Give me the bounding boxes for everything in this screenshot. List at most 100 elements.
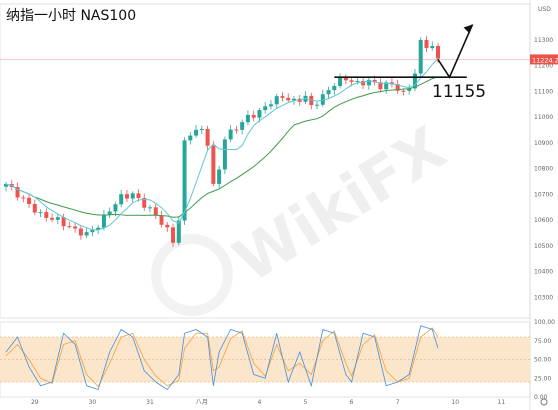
candle-body (153, 207, 158, 216)
candle-body (165, 224, 170, 228)
candle-body (119, 194, 124, 205)
price-axis-tick: 10500 (534, 243, 553, 250)
price-axis-tick: 11100 (534, 88, 553, 95)
candle-body (171, 227, 176, 243)
candle-body (61, 217, 66, 227)
projection-arrow-head (463, 24, 473, 34)
candle-body (395, 84, 400, 91)
x-axis-tick: 31 (146, 399, 154, 406)
stochastic-k-line (5, 325, 439, 391)
candle-body (55, 217, 60, 220)
oscillator-axis-tick: 75.00 (534, 338, 551, 345)
candle-body (361, 80, 366, 86)
candle-body (21, 197, 26, 199)
candle-body (205, 128, 210, 146)
x-axis-tick: 6 (350, 399, 354, 406)
candle-body (50, 217, 55, 220)
price-axis-tick: 10900 (534, 140, 553, 147)
candle-body (349, 80, 354, 82)
oscillator-axis-tick: 100.00 (534, 319, 555, 326)
projection-arrow-line (437, 24, 474, 79)
candle-body (217, 169, 222, 184)
candle-body (44, 212, 49, 218)
candle-body (412, 73, 417, 89)
candle-body (234, 129, 239, 131)
candle-body (268, 104, 273, 107)
candle-body (286, 97, 291, 101)
candle-body (280, 96, 285, 98)
price-axis-tick: 10400 (534, 269, 553, 276)
x-axis-tick: 29 (31, 399, 39, 406)
candle-body (199, 128, 204, 130)
candle-body (90, 229, 95, 233)
candle-body (136, 193, 141, 199)
candle-body (240, 122, 245, 130)
candle-body (430, 45, 435, 49)
candle-body (182, 140, 187, 221)
candle-body (78, 228, 83, 236)
candle-body (263, 106, 268, 111)
candle-body (436, 45, 440, 59)
candle-body (292, 98, 296, 101)
price-axis-tick: 10800 (534, 166, 553, 173)
candle-body (315, 104, 320, 106)
candle-body (257, 110, 262, 118)
x-axis-tick: 11 (498, 399, 506, 406)
price-pane-frame (0, 3, 531, 319)
candle-body (332, 85, 337, 91)
price-axis-tick: 10700 (534, 191, 553, 198)
x-axis-tick: 4 (258, 399, 262, 406)
fast-moving-average-line (5, 58, 439, 231)
x-axis-tick: 5 (304, 399, 308, 406)
candle-body (107, 211, 112, 215)
price-axis-tick: 11000 (534, 114, 553, 121)
candle-body (251, 114, 256, 118)
candle-body (338, 78, 343, 86)
price-axis-tick: 11300 (534, 37, 553, 44)
x-axis-tick: 八月 (196, 399, 208, 406)
candle-body (27, 197, 32, 205)
candle-body (4, 184, 8, 187)
candle-body (372, 79, 377, 83)
candle-body (176, 220, 181, 243)
price-axis-tick: 10300 (534, 294, 553, 301)
candle-body (101, 214, 106, 228)
candle-body (418, 40, 423, 74)
candle-body (32, 204, 37, 213)
slow-moving-average-line (5, 76, 439, 218)
chart-title: 纳指一小时 NAS100 (6, 8, 137, 24)
candle-body (148, 207, 152, 209)
key-level-label: 11155 (432, 82, 486, 102)
candle-body (124, 194, 129, 199)
candle-body (228, 129, 233, 140)
candle-body (159, 215, 164, 225)
candle-body (355, 80, 360, 82)
candle-body (130, 193, 135, 199)
oscillator-axis-tick: 0.00 (534, 394, 548, 401)
candle-body (401, 90, 406, 92)
candle-body (343, 78, 348, 81)
currency-label: USD (538, 6, 551, 13)
candle-body (15, 186, 20, 198)
candle-body (424, 40, 429, 49)
candle-body (84, 232, 89, 236)
candle-body (142, 198, 147, 208)
candle-body (407, 88, 412, 91)
candle-body (389, 82, 394, 85)
candle-body (384, 82, 389, 90)
candle-body (194, 129, 199, 136)
candle-body (96, 227, 101, 230)
candle-body (320, 94, 325, 105)
candle-body (274, 96, 279, 105)
candle-body (38, 212, 43, 214)
candle-body (188, 135, 193, 141)
price-axis-tick: 11200 (534, 63, 553, 70)
candle-body (211, 145, 216, 184)
x-axis-tick: 10 (451, 399, 459, 406)
candle-body (67, 226, 72, 228)
oscillator-axis-tick: 50.00 (534, 357, 551, 364)
watermark-logo (151, 234, 233, 316)
candle-body (73, 226, 78, 229)
last-price-value: 11224.2 (532, 56, 558, 64)
